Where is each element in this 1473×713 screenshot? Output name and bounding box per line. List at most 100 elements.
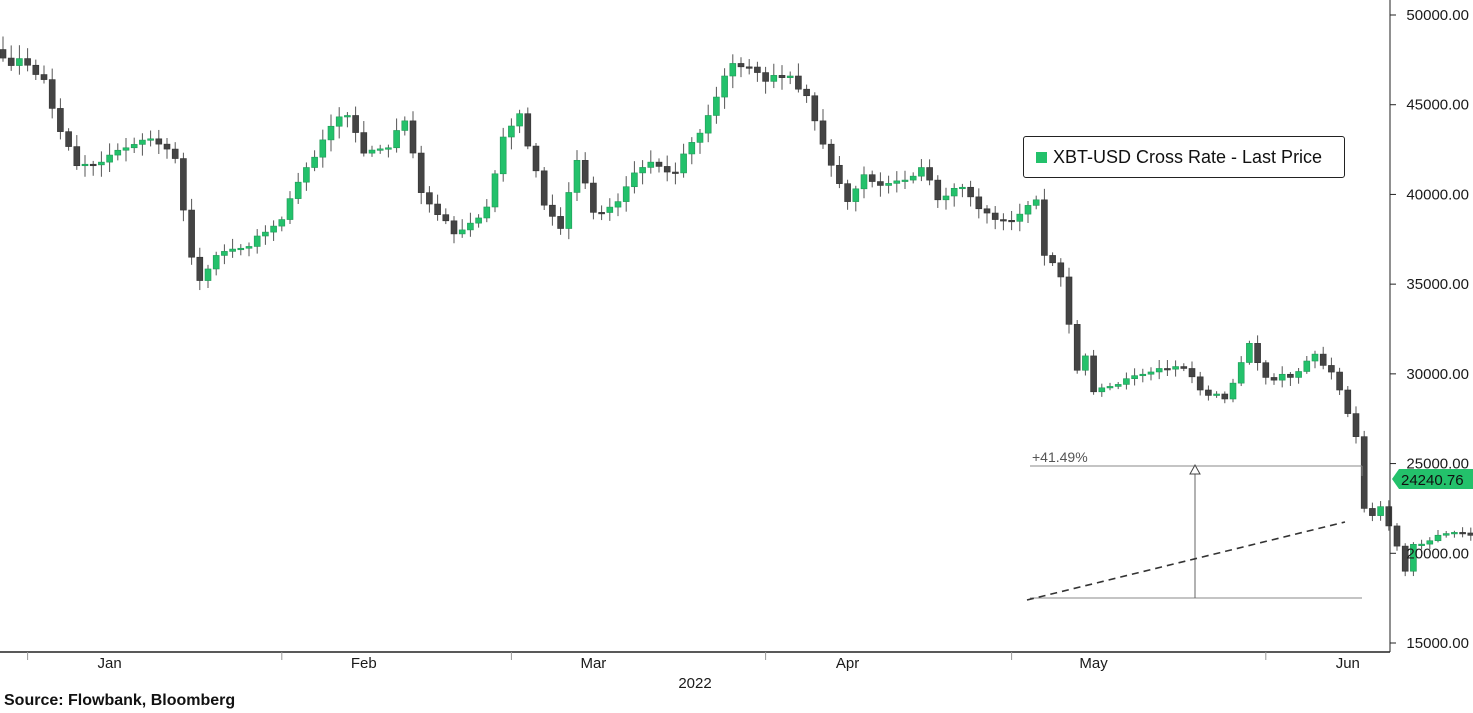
candle-up <box>212 255 220 270</box>
candle-up <box>368 149 376 154</box>
candle-up <box>721 75 728 98</box>
candle-down <box>1254 343 1261 363</box>
candle-up <box>1229 382 1237 400</box>
axes-layer: 15000.00 20000.00 25000.00 30000.00 35000.00… <box>27 7 1469 672</box>
candle-down <box>557 216 564 229</box>
candle-up <box>622 186 630 202</box>
candle-up <box>344 115 351 118</box>
candle-down <box>737 63 745 68</box>
candle-down <box>1360 436 1368 509</box>
candle-up <box>1147 371 1155 375</box>
y-tick-label: 15000.00 <box>1406 635 1469 652</box>
candle-down <box>57 108 64 132</box>
candle-down <box>934 179 942 201</box>
candle-up <box>1131 375 1138 379</box>
measure-arrow-head <box>1189 463 1201 475</box>
candle-down <box>754 66 761 73</box>
candle-up <box>294 181 302 199</box>
candle-up <box>327 125 335 141</box>
candle-down <box>1164 368 1171 371</box>
y-tick-label: 20000.00 <box>1406 545 1469 562</box>
annotations-layer: +41.49% <box>0 0 1391 653</box>
candle-up <box>1303 360 1311 372</box>
candle-down <box>1205 389 1212 396</box>
candle-up <box>98 161 105 166</box>
candle-up <box>139 139 146 145</box>
candle-up <box>860 174 868 190</box>
candle-up <box>245 246 253 249</box>
candle-up <box>278 219 286 227</box>
candle-up <box>401 120 409 131</box>
candle-down <box>1319 353 1327 366</box>
candle-up <box>1082 355 1089 371</box>
candle-up <box>1032 199 1040 206</box>
candle-up <box>852 188 860 202</box>
candle-up <box>1410 544 1417 572</box>
candle-up <box>335 116 343 127</box>
legend-swatch <box>1036 151 1047 163</box>
y-tick-label: 30000.00 <box>1406 366 1469 383</box>
source-note: Source: Flowbank, Bloomberg <box>4 692 236 709</box>
candle-up <box>286 198 294 220</box>
candle-up <box>130 144 138 149</box>
candle-up <box>1434 534 1442 542</box>
candle-down <box>1049 255 1056 264</box>
candle-up <box>319 139 327 158</box>
y-tick-label: 50000.00 <box>1406 7 1469 24</box>
candle-down <box>1041 199 1048 256</box>
candles-layer <box>0 36 1473 577</box>
candle-down <box>1352 413 1360 437</box>
candle-down <box>590 182 597 213</box>
y-tick-label: 40000.00 <box>1406 186 1469 203</box>
candle-down <box>540 170 548 206</box>
candle-down <box>32 64 40 75</box>
candle-up <box>16 58 23 66</box>
candle-up <box>631 172 638 188</box>
candle-down <box>967 186 974 198</box>
candle-up <box>1418 543 1425 546</box>
candle-up <box>385 147 392 150</box>
candle-up <box>1172 366 1179 370</box>
candle-down <box>442 214 450 222</box>
candle-up <box>704 115 712 134</box>
candle-down <box>1336 371 1343 391</box>
candle-down <box>1221 393 1229 400</box>
candle-up <box>475 217 482 224</box>
candle-up <box>229 248 236 252</box>
candle-up <box>508 125 515 138</box>
candle-down <box>155 138 163 145</box>
x-tick-label: Jan <box>98 655 122 672</box>
candle-down <box>795 75 802 90</box>
candle-down <box>1459 532 1466 535</box>
candle-up <box>942 195 950 201</box>
candle-up <box>106 154 113 163</box>
candle-down <box>827 143 835 166</box>
y-tick-label: 45000.00 <box>1406 97 1469 114</box>
candle-up <box>909 175 917 181</box>
candle-down <box>655 161 663 167</box>
candle-down <box>581 160 589 184</box>
candle-up <box>713 96 720 116</box>
candle-up <box>114 149 122 156</box>
candle-up <box>1155 368 1163 373</box>
candle-up <box>467 222 474 231</box>
candle-down <box>1385 506 1393 527</box>
candle-up <box>393 130 400 149</box>
candle-down <box>409 120 417 154</box>
candle-up <box>262 231 269 237</box>
candle-down <box>868 174 876 182</box>
candle-down <box>877 181 884 186</box>
candle-up <box>81 163 89 167</box>
candle-up <box>885 183 892 186</box>
candle-up <box>1098 387 1106 393</box>
candle-up <box>1016 213 1024 222</box>
candle-up <box>893 180 901 184</box>
x-tick-label: Mar <box>580 655 606 672</box>
candle-down <box>1008 220 1015 223</box>
candle-up <box>688 142 696 155</box>
candle-down <box>663 166 671 173</box>
candle-up <box>680 153 687 174</box>
candle-up <box>221 251 228 256</box>
candle-down <box>1065 276 1073 325</box>
